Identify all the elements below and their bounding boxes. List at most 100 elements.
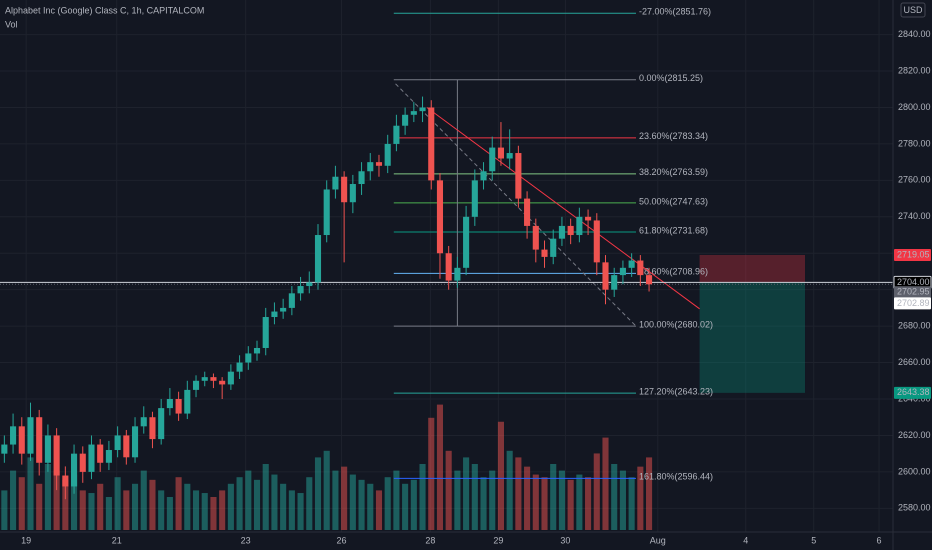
candle-body xyxy=(192,380,200,390)
candle-body xyxy=(123,435,130,458)
volume-bar xyxy=(1,490,8,530)
candle-body xyxy=(36,417,43,463)
candle-body xyxy=(375,162,383,166)
volume-bar xyxy=(79,490,86,530)
candle-body xyxy=(532,225,539,250)
stop-zone xyxy=(699,254,806,283)
x-tick-label: 29 xyxy=(493,535,503,545)
candle-body xyxy=(175,399,182,414)
volume-bar xyxy=(262,464,269,530)
volume-bar xyxy=(480,477,487,530)
x-tick-label: 28 xyxy=(425,535,435,545)
candle-body xyxy=(158,408,165,440)
candle-body xyxy=(79,453,86,472)
candle-body xyxy=(271,311,278,318)
fib-label: 127.20%(2643.23) xyxy=(639,386,713,396)
volume-bar xyxy=(288,490,295,530)
fib-label: -27.00%(2851.76) xyxy=(639,7,711,17)
volume-bar xyxy=(253,479,261,530)
candle-body xyxy=(253,347,261,354)
volume-bar xyxy=(53,470,60,530)
volume-bar xyxy=(611,464,618,530)
currency-box[interactable] xyxy=(900,2,926,18)
candle-body xyxy=(454,267,461,281)
volume-bar xyxy=(506,450,513,530)
volume-bar xyxy=(175,477,182,530)
candle-body xyxy=(419,107,426,112)
y-tick-label: 2820.00 xyxy=(898,65,931,75)
fib-trend-line xyxy=(395,83,637,327)
volume-bar xyxy=(367,483,374,530)
volume-bar xyxy=(280,483,287,530)
volume-bar xyxy=(436,404,444,530)
candle-body xyxy=(585,216,592,221)
fib-label: 100.00%(2680.02) xyxy=(639,319,713,329)
candle-body xyxy=(611,275,618,290)
candle-body xyxy=(497,147,505,159)
candle-body xyxy=(358,171,365,185)
candle-body xyxy=(506,153,513,159)
x-tick-label: 19 xyxy=(21,535,31,545)
x-tick-label: 6 xyxy=(877,535,882,545)
y-tick-label: 2760.00 xyxy=(898,175,931,185)
candle-body xyxy=(646,275,653,285)
candle-body xyxy=(515,153,522,199)
volume-bar xyxy=(236,477,243,530)
volume-bar xyxy=(297,493,304,530)
candle-body xyxy=(619,267,626,276)
candle-body xyxy=(10,426,17,445)
x-tick-label: Aug xyxy=(650,535,666,545)
volume-bar xyxy=(585,477,592,530)
target-zone xyxy=(699,282,806,393)
volume-bar xyxy=(593,453,600,530)
y-tick-label: 2780.00 xyxy=(898,138,931,148)
candle-body xyxy=(97,444,104,463)
candle-body xyxy=(524,198,531,226)
price-tag xyxy=(894,297,931,310)
y-tick-label: 2660.00 xyxy=(898,357,931,367)
candle-body xyxy=(349,184,356,203)
volume-bar xyxy=(323,450,330,530)
candle-body xyxy=(637,260,644,276)
volume-bar xyxy=(515,457,522,530)
candle-body xyxy=(576,216,583,236)
candle-body xyxy=(131,426,139,458)
price-tag xyxy=(894,248,931,261)
candle-body xyxy=(428,107,435,181)
candle-body xyxy=(489,147,496,172)
currency: USD xyxy=(903,5,923,15)
candle-body xyxy=(306,282,313,287)
volume-bar xyxy=(158,490,165,530)
volume-bar xyxy=(567,479,574,530)
volume-bar xyxy=(97,483,104,530)
volume-bar xyxy=(105,497,112,530)
volume-bar xyxy=(454,470,461,530)
volume-bar xyxy=(524,466,531,530)
volume-bar xyxy=(558,470,565,530)
volume-bar xyxy=(402,483,409,530)
fib-label: 50.00%(2747.63) xyxy=(639,196,708,206)
candle-body xyxy=(593,220,600,263)
volume-pane xyxy=(1,404,653,530)
volume-bar xyxy=(410,479,417,530)
candle-body xyxy=(262,317,269,348)
candle-body xyxy=(1,444,8,454)
volume-bar xyxy=(184,483,191,530)
volume-bar xyxy=(245,470,252,530)
candle-body xyxy=(402,114,409,126)
volume-bar xyxy=(532,474,539,530)
drawings: -27.00%(2851.76) 0.00%(2815.25) 23.60%(278… xyxy=(0,7,893,482)
candle-body xyxy=(219,380,226,385)
candle-body xyxy=(88,444,95,472)
candle-body xyxy=(550,238,557,257)
volume-bar xyxy=(445,450,452,530)
fib-label: 161.80%(2596.44) xyxy=(639,472,713,482)
volume-bar xyxy=(541,477,548,530)
candle-body xyxy=(201,377,208,381)
volume-bar xyxy=(201,493,208,530)
y-tick-label: 2620.00 xyxy=(898,430,931,440)
candle-body xyxy=(18,426,25,454)
price-tag xyxy=(894,386,931,399)
fib-label: 23.60%(2783.34) xyxy=(639,131,708,141)
